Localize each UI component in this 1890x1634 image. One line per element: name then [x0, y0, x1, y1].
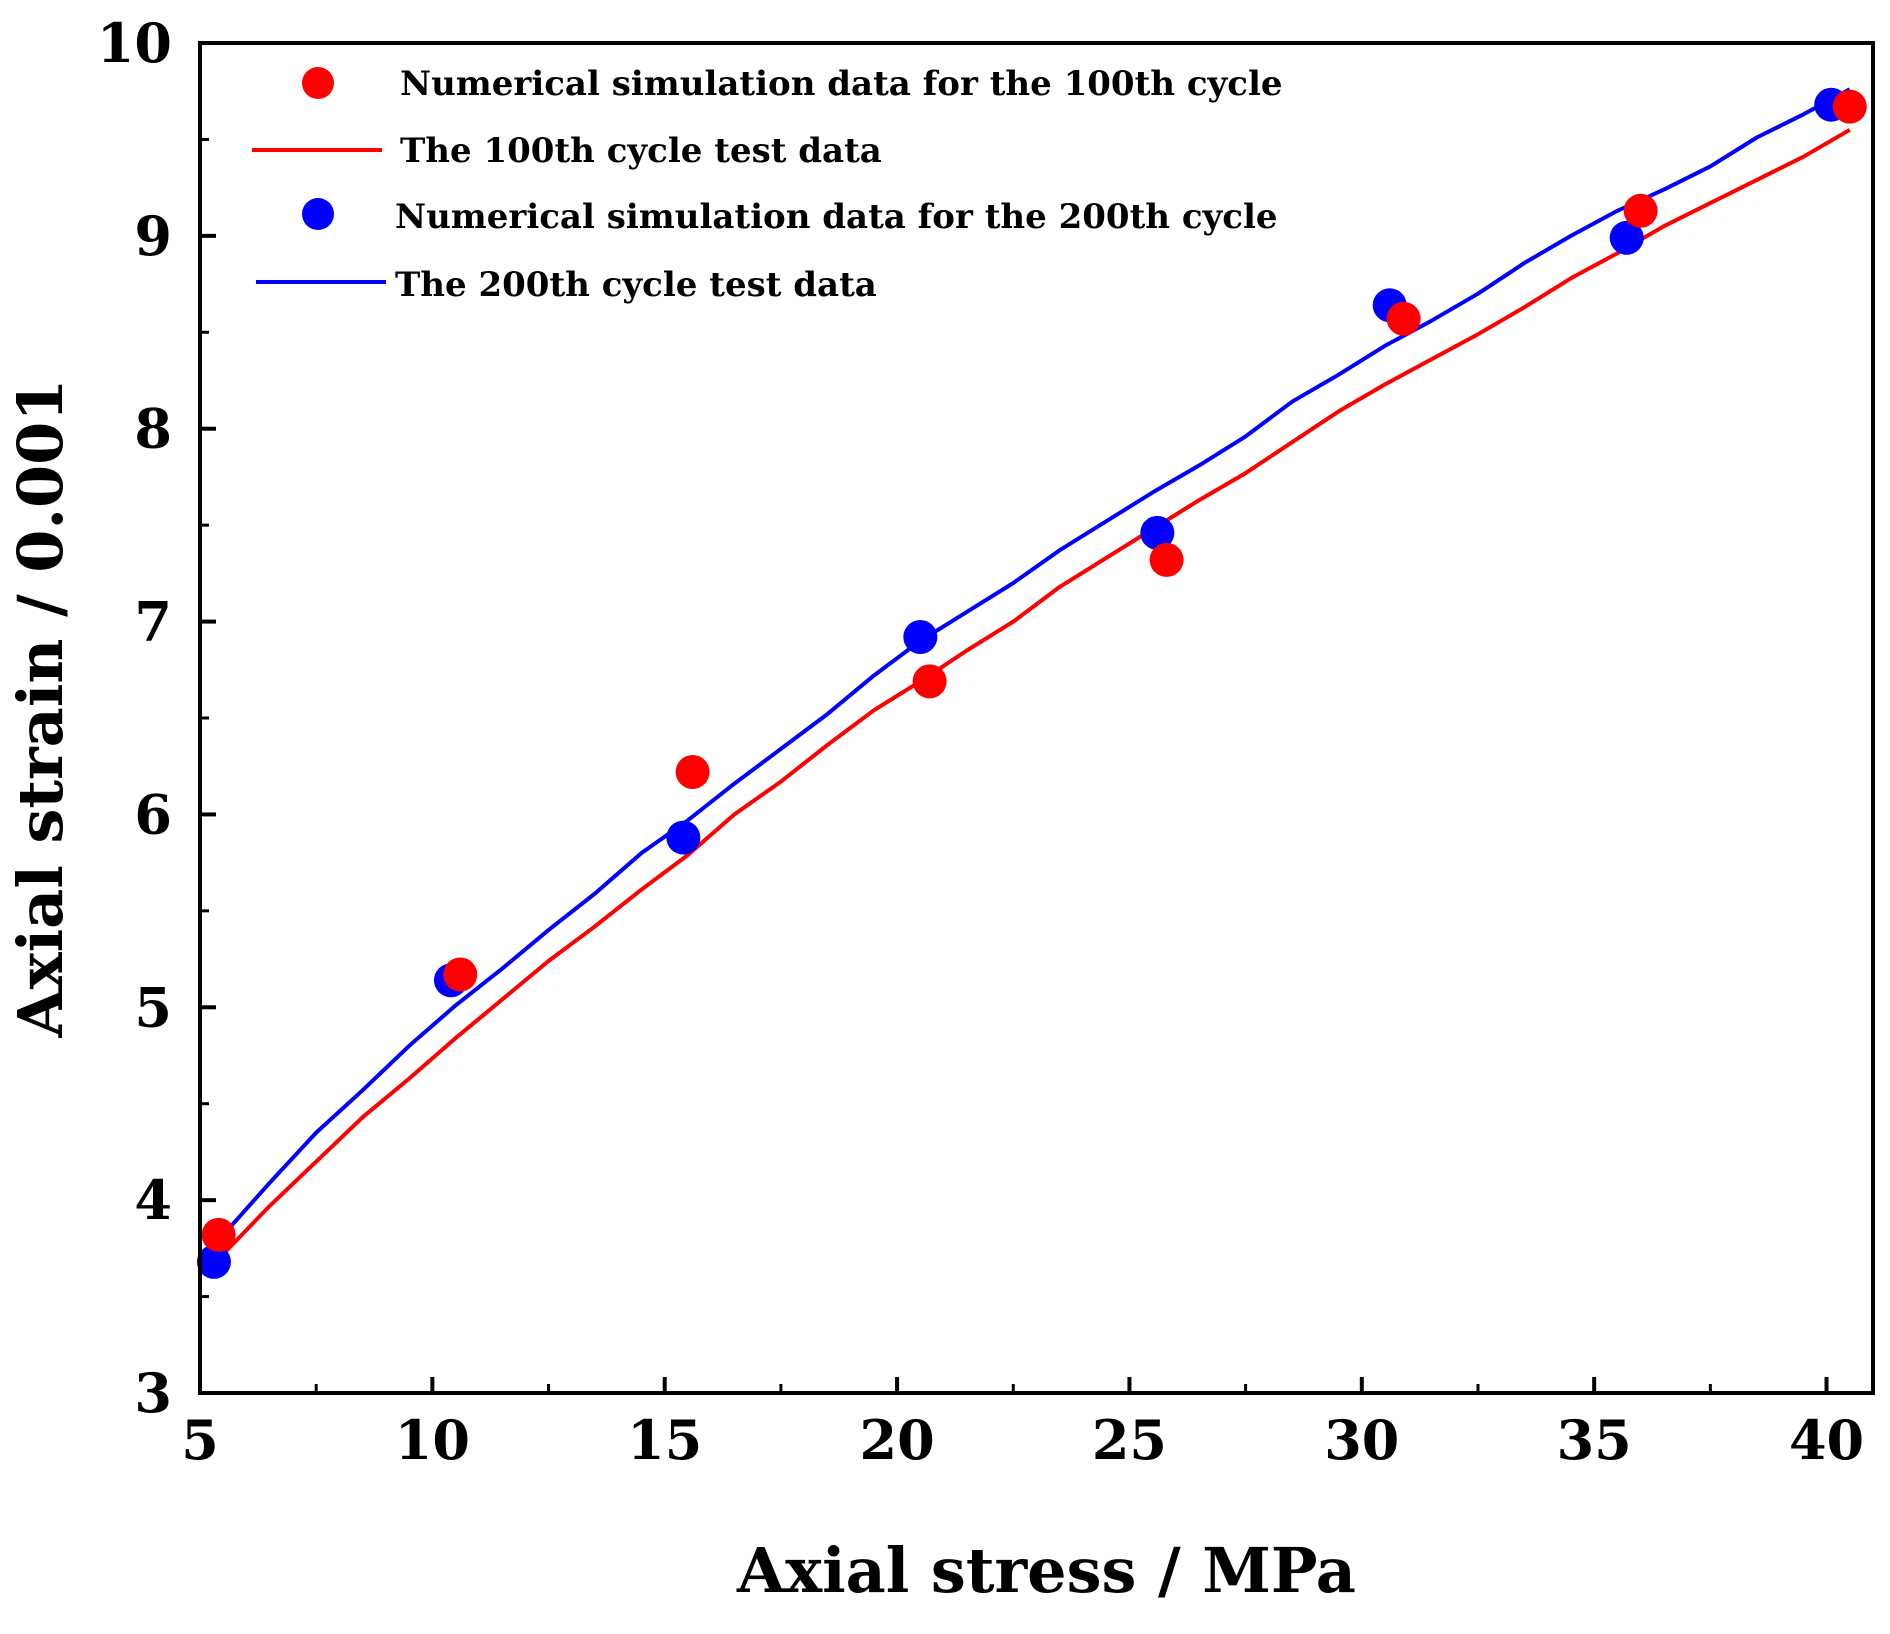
series-0-point-2 — [675, 755, 710, 789]
series-line-1 — [221, 128, 1851, 1256]
legend: Numerical simulation data for the 100th … — [252, 64, 1283, 305]
legend-label-series-0: Numerical simulation data for the 100th … — [400, 64, 1283, 104]
series-2-point-2 — [666, 820, 701, 855]
series-points — [196, 87, 1867, 1279]
y-tick-label-5: 5 — [134, 975, 172, 1039]
y-tick-label-8: 8 — [134, 397, 172, 461]
series-lines — [221, 87, 1851, 1256]
x-tick-label-10: 10 — [395, 1408, 470, 1472]
y-tick-label-10: 10 — [97, 11, 172, 75]
x-tick-label-25: 25 — [1092, 1408, 1167, 1472]
x-tick-label-35: 35 — [1557, 1408, 1632, 1472]
legend-label-series-3: The 200th cycle test data — [395, 265, 877, 305]
series-0-point-0 — [201, 1217, 236, 1252]
series-0-point-4 — [1149, 542, 1184, 577]
y-tick-label-7: 7 — [134, 590, 172, 654]
series-0-point-3 — [912, 664, 947, 699]
y-tick-label-4: 4 — [134, 1168, 172, 1232]
series-0-point-5 — [1386, 301, 1421, 336]
legend-marker-series-2 — [302, 198, 334, 230]
tick-labels: 5 10 15 20 25 30 35 40 3 4 5 6 7 8 9 10 — [97, 11, 1864, 1472]
y-tick-label-3: 3 — [134, 1361, 172, 1425]
series-2-point-3 — [903, 620, 938, 654]
y-tick-label-6: 6 — [134, 782, 172, 846]
series-0-point-7 — [1832, 89, 1867, 124]
x-tick-label-40: 40 — [1789, 1408, 1864, 1472]
legend-label-series-1: The 100th cycle test data — [400, 131, 882, 171]
series-0-point-6 — [1623, 193, 1658, 228]
legend-label-series-2: Numerical simulation data for the 200th … — [395, 197, 1278, 237]
y-axis-title: Axial strain / 0.001 — [4, 379, 77, 1039]
x-axis-title: Axial stress / MPa — [736, 1534, 1356, 1607]
series-2-point-4 — [1140, 515, 1175, 550]
x-tick-label-15: 15 — [627, 1408, 702, 1472]
series-0-point-1 — [443, 957, 478, 992]
series-2-point-0 — [196, 1244, 231, 1279]
x-tick-label-30: 30 — [1324, 1408, 1399, 1472]
x-tick-label-20: 20 — [860, 1408, 935, 1472]
axis-ticks — [198, 41, 1829, 1395]
x-tick-label-5: 5 — [181, 1408, 219, 1472]
series-line-3 — [221, 87, 1851, 1237]
series-2-point-6 — [1609, 220, 1644, 255]
y-tick-label-9: 9 — [134, 204, 172, 268]
legend-marker-series-0 — [302, 67, 334, 99]
